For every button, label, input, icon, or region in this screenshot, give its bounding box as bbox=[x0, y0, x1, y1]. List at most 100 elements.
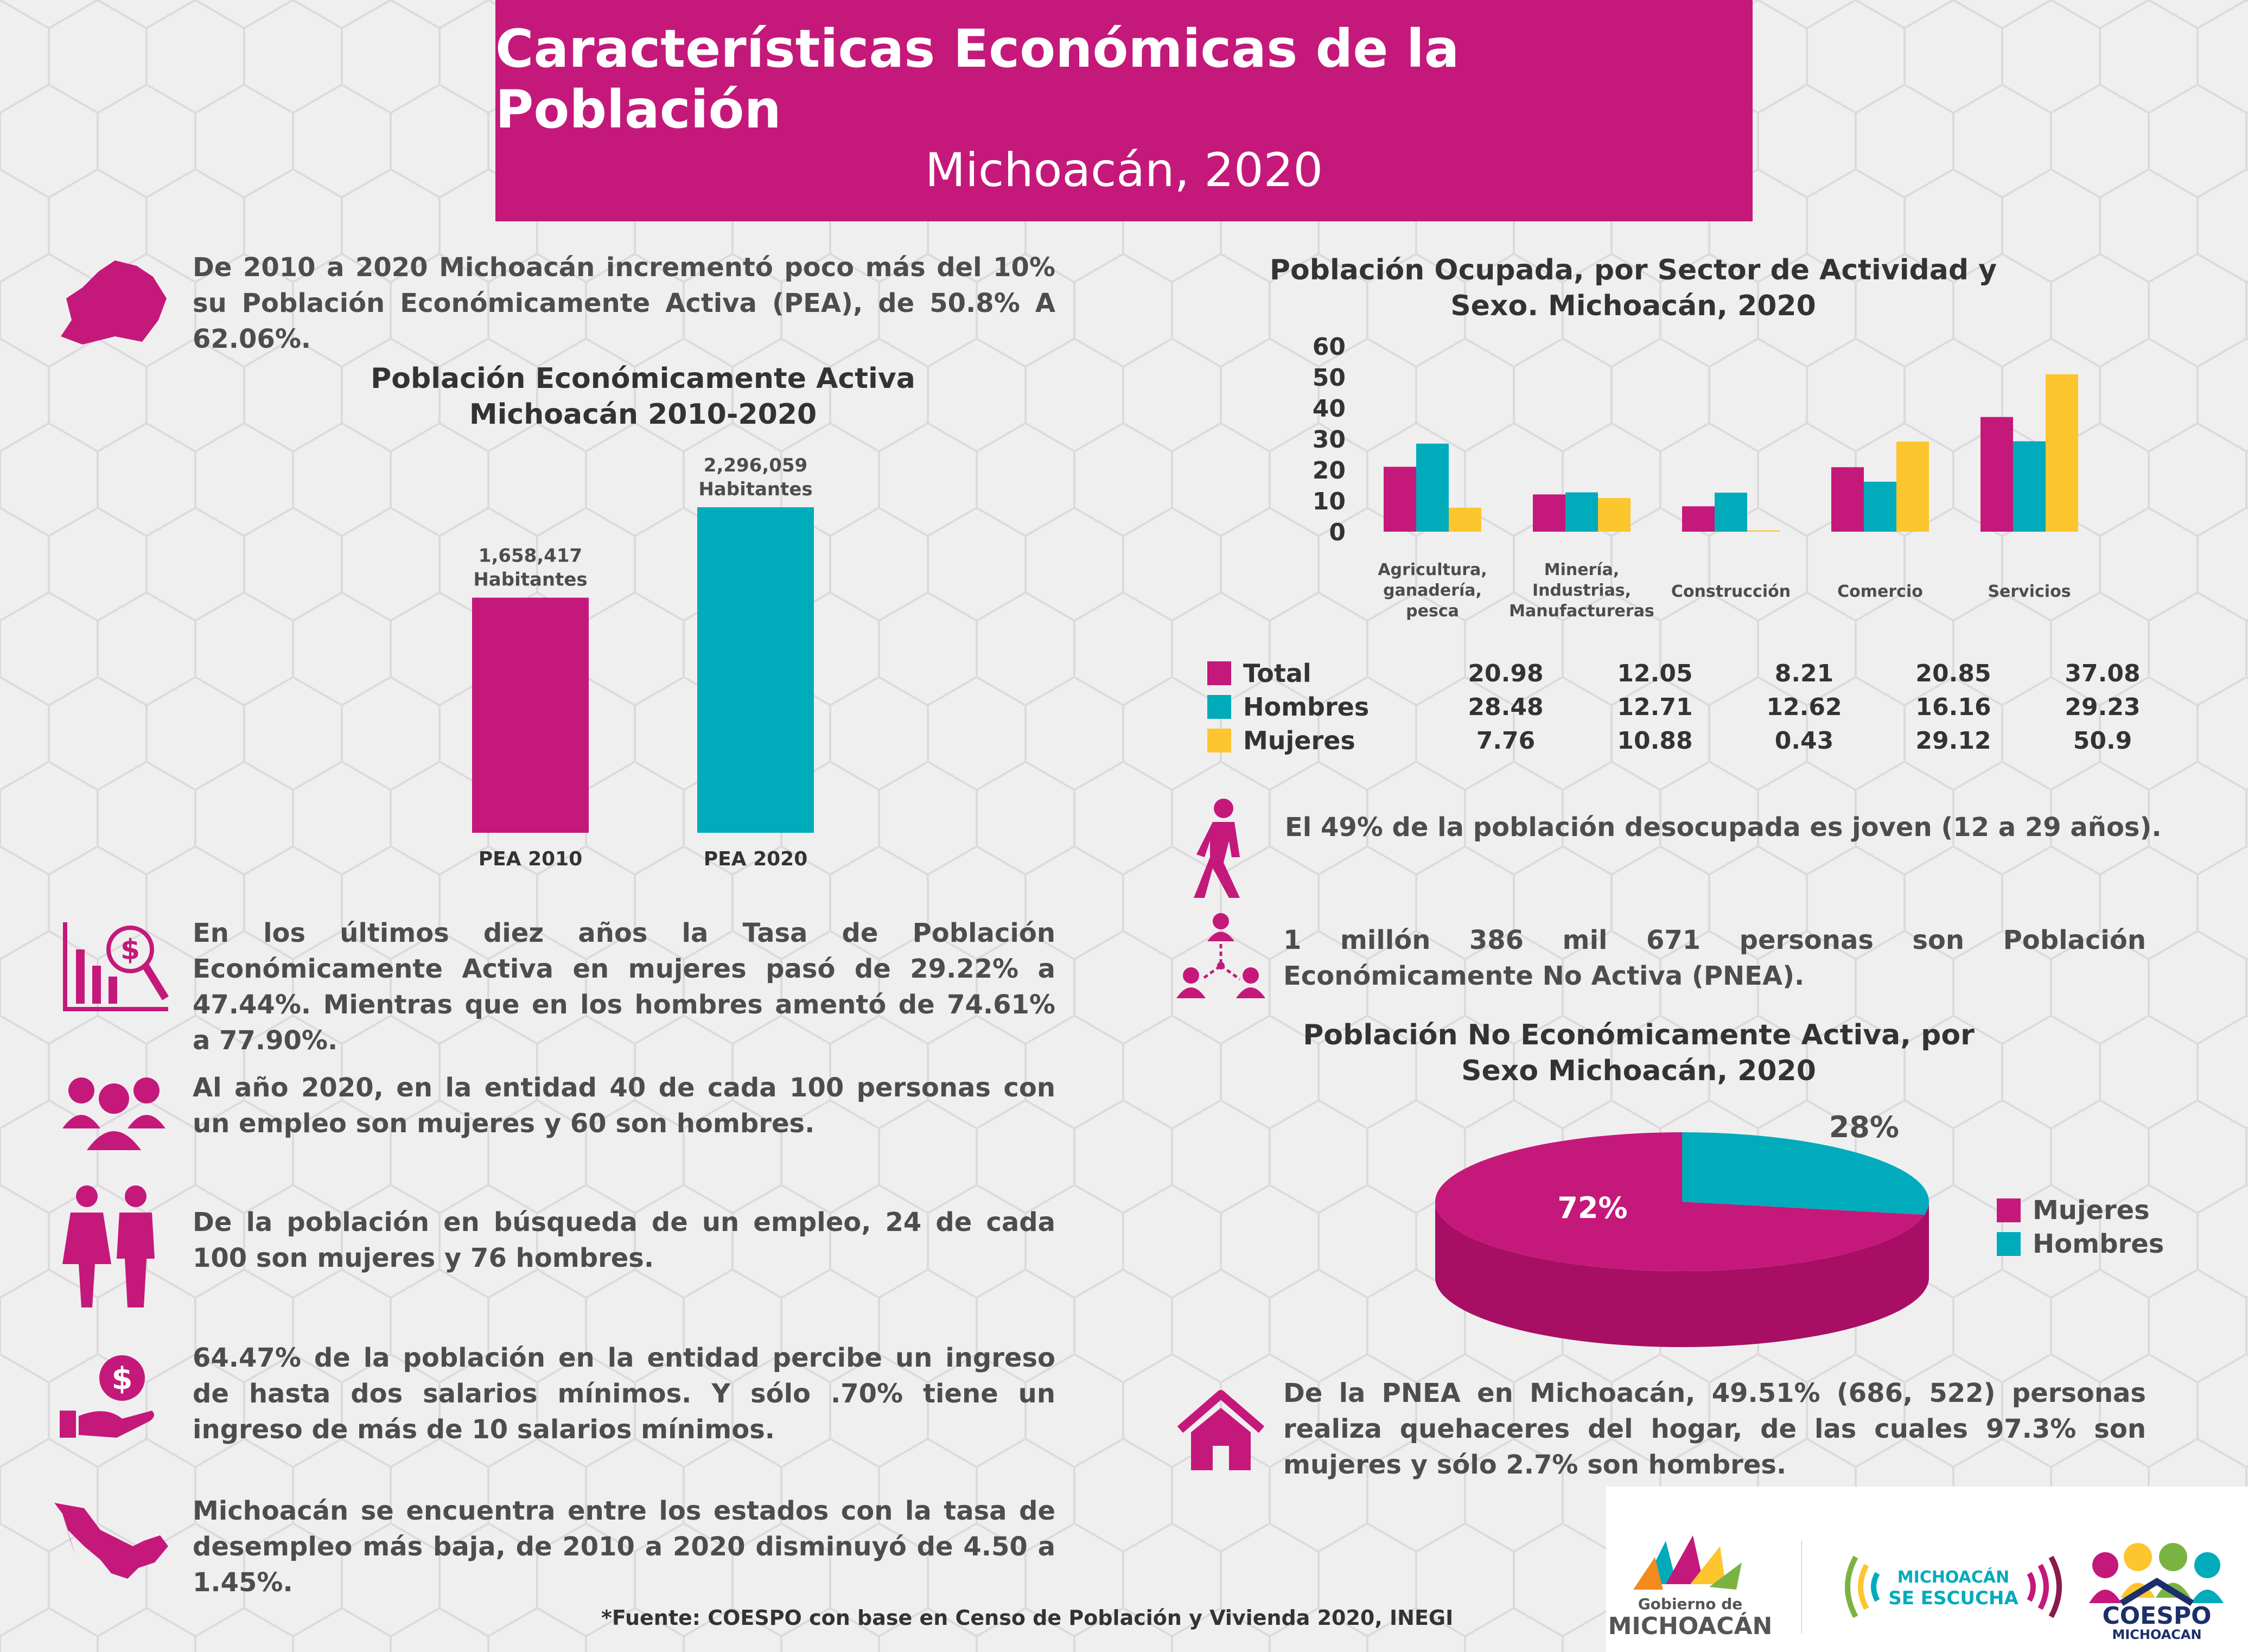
table-cell: 29.23 bbox=[2065, 693, 2141, 721]
legend-swatch bbox=[1207, 695, 1231, 719]
logo-divider bbox=[1801, 1541, 1802, 1633]
y-tick-label: 30 bbox=[1313, 426, 1346, 454]
category-label: Minería, Industrias, Manufactureras bbox=[1509, 560, 1654, 621]
pea-value-label: 2,296,059 bbox=[704, 455, 807, 476]
income-text: 64.47% de la población en la entidad per… bbox=[193, 1343, 1055, 1445]
sector-bar bbox=[1565, 492, 1598, 532]
sector-bar bbox=[1682, 506, 1715, 532]
page-subtitle: Michoacán, 2020 bbox=[925, 143, 1323, 197]
pnea-pie-chart: 72% 28% bbox=[1435, 1110, 1929, 1347]
legend-swatch bbox=[1997, 1232, 2021, 1256]
category-label: Servicios bbox=[1988, 582, 2071, 601]
pea-growth-text: De 2010 a 2020 Michoacán incrementó poco… bbox=[193, 252, 1055, 354]
sector-bar bbox=[1384, 467, 1416, 532]
pea-category-label: PEA 2020 bbox=[704, 848, 808, 870]
escucha-line1: MICHOACÁN bbox=[1897, 1568, 2010, 1587]
pie-slice-hombres bbox=[1682, 1132, 1929, 1215]
sector-bar bbox=[1864, 481, 1896, 532]
sector-bar bbox=[1980, 417, 2013, 532]
y-tick-label: 0 bbox=[1329, 519, 1346, 546]
table-cell: 12.71 bbox=[1617, 693, 1693, 721]
pea-unit-label: Habitantes bbox=[698, 479, 812, 500]
legend-swatch bbox=[1207, 729, 1231, 752]
sector-chart-title: Población Ocupada, por Sector de Activid… bbox=[1269, 254, 1997, 322]
chart-analysis-icon: $ bbox=[60, 917, 174, 1015]
legend-label: Mujeres bbox=[2033, 1195, 2150, 1226]
series-name: Hombres bbox=[1243, 692, 1370, 722]
pie-legend: Mujeres Hombres bbox=[1997, 1194, 2164, 1261]
coespo-logo: COESPO MICHOACAN bbox=[2084, 1538, 2230, 1647]
pie-label-mujeres: 72% bbox=[1557, 1191, 1627, 1225]
pie-side bbox=[1435, 1202, 1929, 1347]
pea-bar bbox=[697, 507, 814, 833]
coespo-label: COESPO bbox=[2102, 1602, 2212, 1630]
legend-swatch bbox=[1207, 661, 1231, 685]
women-rate-text: En los últimos diez años la Tasa de Pobl… bbox=[193, 918, 1055, 1056]
man-woman-icon bbox=[62, 1183, 160, 1310]
table-cell: 12.62 bbox=[1766, 693, 1842, 721]
table-cell: 10.88 bbox=[1617, 726, 1693, 755]
sector-data-table: Total 20.98 12.05 8.21 20.85 37.08 Hombres 28.4… bbox=[1207, 656, 2217, 765]
escucha-line2: SE ESCUCHA bbox=[1888, 1587, 2018, 1609]
coespo-sublabel: MICHOACAN bbox=[2112, 1627, 2202, 1642]
pea-category-label: PEA 2010 bbox=[479, 848, 583, 870]
gobierno-michoacan-logo: Gobierno de MICHOACÁN bbox=[1601, 1530, 1780, 1644]
pie-label-hombres: 28% bbox=[1829, 1110, 1899, 1144]
legend-swatch bbox=[1997, 1198, 2021, 1222]
table-cell: 7.76 bbox=[1476, 726, 1536, 755]
y-tick-label: 50 bbox=[1313, 364, 1346, 392]
legend-item-hombres: Hombres bbox=[1997, 1227, 2164, 1261]
svg-text:$: $ bbox=[120, 934, 140, 966]
money-hand-icon: $ bbox=[57, 1351, 160, 1443]
sector-bar bbox=[1831, 467, 1864, 532]
unemployment-text: Michoacán se encuentra entre los estados… bbox=[193, 1496, 1055, 1598]
pea-bar bbox=[472, 597, 589, 833]
y-tick-label: 40 bbox=[1313, 395, 1346, 423]
pea-value-label: 1,658,417 bbox=[479, 545, 582, 567]
sector-bar bbox=[1715, 493, 1747, 532]
table-cell: 20.98 bbox=[1468, 659, 1544, 687]
walking-person-icon bbox=[1188, 798, 1253, 901]
employment-ratio-text: Al año 2020, en la entidad 40 de cada 10… bbox=[193, 1073, 1055, 1139]
sector-bar bbox=[1747, 530, 1780, 532]
sector-bar bbox=[2046, 374, 2078, 532]
sector-bar bbox=[1416, 443, 1449, 532]
pie-slice-mujeres bbox=[1435, 1132, 1925, 1271]
gobierno-emblem-icon bbox=[1633, 1535, 1742, 1590]
table-cell: 20.85 bbox=[1915, 659, 1991, 687]
michoacan-map-icon bbox=[50, 255, 175, 347]
table-cell: 37.08 bbox=[2065, 659, 2141, 687]
page-title: Características Económicas de la Poblaci… bbox=[495, 18, 1460, 140]
pnea-text: 1 millón 386 mil 671 personas son Poblac… bbox=[1283, 925, 2146, 991]
housework-text: De la PNEA en Michoacán, 49.51% (686, 52… bbox=[1283, 1378, 2146, 1480]
table-cell: 28.48 bbox=[1468, 693, 1544, 721]
table-cell: 0.43 bbox=[1774, 726, 1834, 755]
pnea-chart-title: Población No Económicamente Activa, por … bbox=[1303, 1019, 1975, 1087]
people-group-icon bbox=[60, 1069, 168, 1150]
job-search-text: De la población en búsqueda de un empleo… bbox=[193, 1207, 1055, 1273]
y-tick-label: 20 bbox=[1313, 457, 1346, 484]
y-tick-label: 60 bbox=[1313, 333, 1346, 361]
sector-bar bbox=[1449, 507, 1481, 532]
legend-item-mujeres: Mujeres bbox=[1997, 1194, 2164, 1227]
house-icon bbox=[1177, 1389, 1264, 1473]
pea-unit-label: Habitantes bbox=[473, 569, 587, 591]
sector-bar bbox=[2013, 441, 2046, 532]
table-cell: 8.21 bbox=[1774, 659, 1834, 687]
coespo-people-icon bbox=[2089, 1543, 2224, 1606]
network-people-icon bbox=[1172, 911, 1270, 1004]
pea-chart-title: Población Económicamente Activa Michoacá… bbox=[371, 362, 915, 431]
y-tick-label: 10 bbox=[1313, 488, 1346, 515]
series-name: Mujeres bbox=[1243, 726, 1355, 755]
sound-waves-icon bbox=[1845, 1555, 2062, 1618]
youth-unemployed-text: El 49% de la población desocupada es jov… bbox=[1285, 812, 2162, 843]
gobierno-label: Gobierno de bbox=[1638, 1595, 1743, 1613]
series-name: Total bbox=[1243, 659, 1311, 688]
michoacan-se-escucha-logo: MICHOACÁN SE ESCUCHA bbox=[1839, 1546, 2067, 1628]
table-cell: 12.05 bbox=[1617, 659, 1693, 687]
category-label: Agricultura, ganadería, pesca bbox=[1378, 560, 1487, 621]
source-note: *Fuente: COESPO con base en Censo de Pob… bbox=[601, 1606, 1454, 1630]
table-row: Total 20.98 12.05 8.21 20.85 37.08 bbox=[1207, 656, 2217, 690]
